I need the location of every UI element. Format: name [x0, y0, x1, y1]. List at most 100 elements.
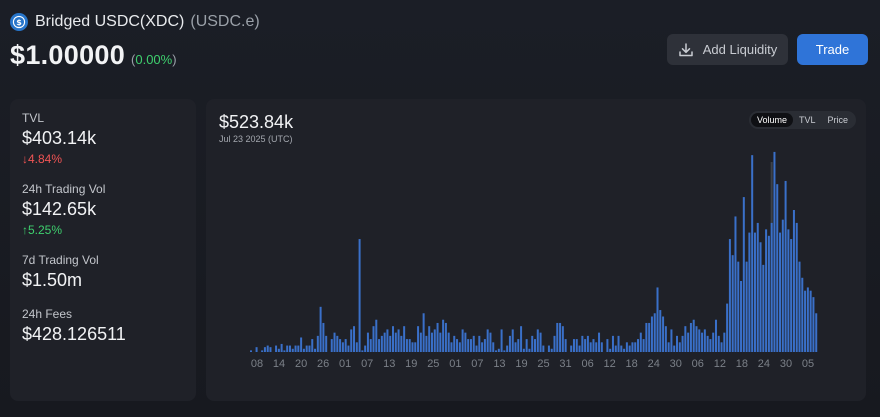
chart-bar[interactable] [706, 335, 709, 352]
chart-bar[interactable] [472, 335, 475, 352]
chart-bar[interactable] [656, 287, 659, 352]
chart-bar[interactable] [353, 326, 356, 352]
chart-bar[interactable] [731, 255, 734, 352]
chart-bar[interactable] [333, 332, 336, 352]
chart-bar[interactable] [414, 342, 417, 352]
chart-bar[interactable] [375, 319, 378, 352]
chart-bar[interactable] [397, 329, 400, 352]
chart-bar[interactable] [748, 232, 751, 352]
chart-bar[interactable] [753, 232, 756, 352]
chart-bar[interactable] [522, 348, 525, 352]
chart-bar[interactable] [572, 339, 575, 352]
chart-bar[interactable] [742, 197, 745, 352]
chart-bar[interactable] [756, 222, 759, 352]
chart-bar[interactable] [419, 332, 422, 352]
chart-bar[interactable] [589, 342, 592, 352]
trade-button[interactable]: Trade [797, 34, 868, 65]
chart-bar[interactable] [581, 335, 584, 352]
chart-bar[interactable] [341, 342, 344, 352]
chart-bar[interactable] [600, 342, 603, 352]
chart-bar[interactable] [773, 151, 776, 352]
chart-bar[interactable] [366, 332, 369, 352]
chart-bar[interactable] [405, 339, 408, 352]
chart-bar[interactable] [378, 339, 381, 352]
chart-bar[interactable] [469, 339, 472, 352]
chart-bar[interactable] [787, 229, 790, 352]
chart-bar[interactable] [726, 303, 729, 352]
chart-bar[interactable] [467, 339, 470, 352]
chart-bar[interactable] [380, 335, 383, 352]
chart-bar[interactable] [598, 332, 601, 352]
chart-bar[interactable] [330, 339, 333, 352]
chart-bar[interactable] [575, 339, 578, 352]
chart-bar[interactable] [497, 348, 500, 352]
chart-bar[interactable] [762, 264, 765, 352]
chart-bar[interactable] [447, 332, 450, 352]
chart-bar[interactable] [559, 322, 562, 352]
chart-bar[interactable] [339, 339, 342, 352]
chart-bar[interactable] [517, 339, 520, 352]
chart-bar[interactable] [689, 322, 692, 352]
chart-bar[interactable] [553, 335, 556, 352]
toggle-volume[interactable]: Volume [750, 113, 793, 127]
chart-bar[interactable] [500, 329, 503, 352]
chart-bar[interactable] [525, 339, 528, 352]
chart-bar[interactable] [425, 335, 428, 352]
chart-bar[interactable] [361, 350, 364, 352]
chart-bar[interactable] [436, 322, 439, 352]
chart-bar[interactable] [369, 339, 372, 352]
chart-bar[interactable] [740, 281, 743, 352]
chart-bar[interactable] [745, 261, 748, 352]
chart-bar[interactable] [294, 345, 297, 352]
chart-bar[interactable] [250, 350, 252, 352]
chart-bar[interactable] [355, 342, 358, 352]
chart-bar[interactable] [286, 345, 289, 352]
chart-bar[interactable] [570, 345, 573, 352]
chart-bar[interactable] [592, 339, 595, 352]
chart-bar[interactable] [408, 339, 411, 352]
chart-bar[interactable] [475, 345, 478, 352]
chart-bar[interactable] [458, 342, 461, 352]
chart-bar[interactable] [495, 350, 498, 352]
chart-bar[interactable] [422, 313, 425, 352]
chart-bar[interactable] [667, 342, 670, 352]
chart-bar[interactable] [486, 329, 489, 352]
chart-bar[interactable] [703, 329, 706, 352]
chart-bar[interactable] [280, 343, 283, 352]
chart-bar[interactable] [503, 350, 506, 352]
chart-bar[interactable] [709, 339, 712, 352]
chart-bar[interactable] [336, 335, 339, 352]
chart-bar[interactable] [631, 342, 634, 352]
chart-bar[interactable] [322, 322, 325, 352]
chart-bar[interactable] [531, 335, 534, 352]
chart-bar[interactable] [534, 339, 536, 352]
chart-bar[interactable] [481, 342, 484, 352]
chart-bar[interactable] [801, 277, 804, 352]
chart-bar[interactable] [442, 319, 445, 352]
chart-bar[interactable] [325, 335, 328, 352]
chart-bar[interactable] [364, 345, 367, 352]
chart-bar[interactable] [670, 329, 673, 352]
chart-bar[interactable] [511, 329, 514, 352]
chart-bar[interactable] [653, 313, 656, 352]
chart-bar[interactable] [311, 339, 314, 352]
chart-bar[interactable] [300, 337, 303, 352]
chart-bar[interactable] [564, 339, 567, 352]
chart-bar[interactable] [350, 329, 353, 352]
chart-bar[interactable] [316, 335, 319, 352]
chart-bar[interactable] [648, 322, 651, 352]
chart-bar[interactable] [637, 339, 640, 352]
chart-bar[interactable] [770, 222, 773, 352]
chart-bar[interactable] [720, 342, 723, 352]
chart-bar[interactable] [586, 335, 589, 352]
chart-bar[interactable] [765, 229, 768, 352]
chart-bar[interactable] [514, 342, 517, 352]
chart-bar[interactable] [430, 332, 433, 352]
chart-bar[interactable] [698, 329, 701, 352]
chart-bar[interactable] [291, 348, 294, 352]
chart-bar[interactable] [792, 210, 795, 352]
toggle-price[interactable]: Price [827, 115, 848, 125]
chart-bar[interactable] [547, 345, 550, 352]
chart-bar[interactable] [358, 239, 361, 352]
chart-bar[interactable] [625, 342, 628, 352]
